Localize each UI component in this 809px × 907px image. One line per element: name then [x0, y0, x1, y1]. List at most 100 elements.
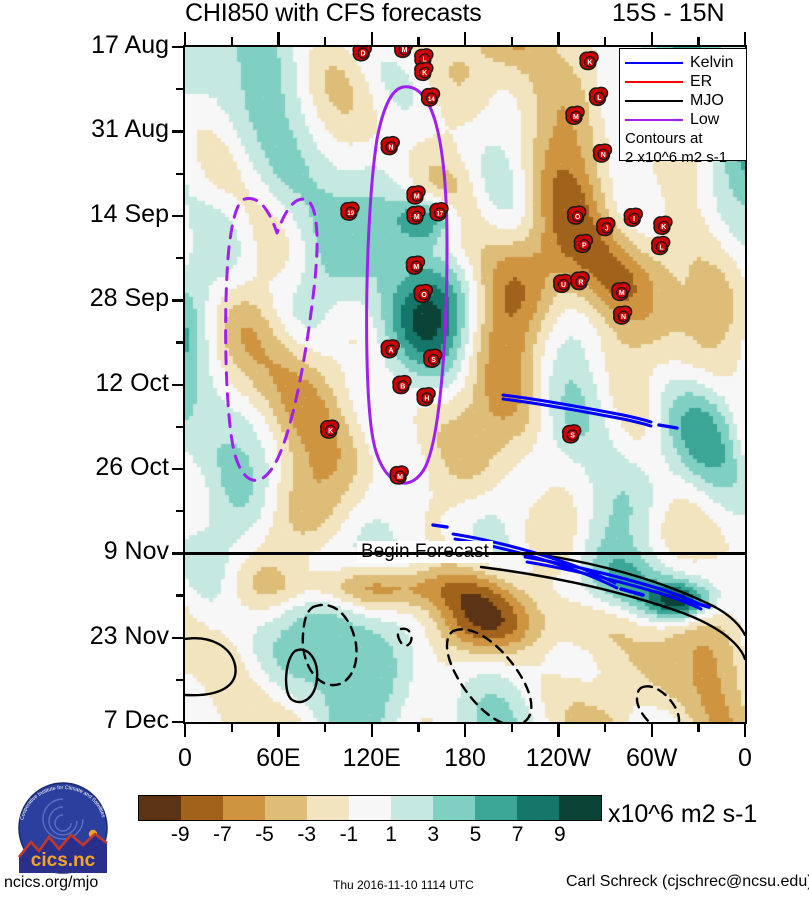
tc-label: H: [424, 396, 429, 403]
tc-label: L: [659, 244, 664, 251]
colorbar-bin-9: [517, 796, 559, 820]
y-axis-major-tick-2: [172, 214, 183, 218]
tropical-cyclone-marker: O: [566, 205, 587, 225]
colorbar-tick--7: -7: [213, 823, 232, 846]
tc-label: O: [575, 214, 581, 221]
legend-label-mjo: MJO: [690, 91, 724, 109]
logo-wordmark: cics.nc: [31, 850, 96, 871]
tropical-cyclone-marker: 17: [429, 202, 449, 222]
y-axis-label-0: 17 Aug: [91, 31, 169, 59]
tc-label: J: [605, 225, 609, 232]
y-axis-label-3: 28 Sep: [89, 284, 169, 313]
y-axis-label-4: 12 Oct: [95, 368, 169, 397]
tc-label: A: [389, 348, 394, 355]
y-axis-minor-tick-7: [176, 678, 183, 681]
y-axis-minor-tick-6: [176, 594, 183, 597]
tc-label: 17: [436, 212, 443, 218]
tc-label: N: [621, 314, 626, 321]
contour-note-line1: Contours at: [625, 130, 703, 147]
x-axis-label-1: 60E: [256, 744, 301, 772]
colorbar-bin-0: [139, 796, 181, 820]
tc-label: K: [661, 224, 666, 231]
mjo-contours: [185, 553, 745, 722]
tc-label: M: [573, 114, 579, 121]
tropical-cyclone-marker: S: [423, 348, 443, 368]
footer-author: Carl Schreck (cjschrec@ncsu.edu): [566, 873, 809, 890]
legend-item-mjo: MJO: [625, 91, 741, 110]
tc-label: M: [414, 194, 420, 201]
x-axis-label-2: 120E: [342, 744, 401, 772]
legend-label-er: ER: [690, 72, 713, 90]
colorbar-bin-5: [349, 796, 391, 820]
tc-label: S: [570, 433, 575, 440]
tc-label: M: [413, 264, 419, 271]
tropical-cyclone-marker: O: [413, 283, 433, 304]
y-axis-minor-tick-4: [176, 425, 183, 428]
x-axis-label-0: 0: [178, 744, 192, 772]
y-axis-major-tick-5: [172, 467, 183, 471]
y-axis-major-tick-7: [172, 636, 183, 640]
x-axis-minor-tick-top-0: [230, 37, 233, 45]
colorbar-tick-1: 1: [385, 823, 397, 846]
tropical-cyclone-marker: K: [579, 50, 599, 71]
colorbar-bin-7: [433, 796, 475, 820]
tropical-cyclone-marker: I: [623, 207, 643, 227]
tc-label: L: [597, 95, 602, 102]
legend-label-low: Low: [690, 110, 720, 128]
tropical-cyclone-marker: B: [392, 374, 412, 395]
tc-label: K: [422, 70, 427, 77]
x-axis-major-tick-top-3: [464, 32, 467, 45]
x-axis-minor-tick-top-5: [697, 37, 700, 45]
colorbar-bin-8: [475, 796, 517, 820]
y-axis-major-tick-4: [172, 383, 183, 386]
y-axis-major-tick-8: [172, 721, 183, 724]
x-axis-major-tick-bottom-2: [370, 724, 374, 737]
colorbar-bin-4: [307, 796, 349, 820]
tropical-cyclone-marker: M: [406, 205, 426, 225]
y-axis-label-2: 14 Sep: [89, 199, 169, 228]
colorbar-tick-5: 5: [469, 823, 482, 846]
colorbar-bin-3: [265, 796, 307, 820]
colorbar-bin-6: [391, 796, 433, 820]
tropical-cyclone-marker: M: [405, 255, 426, 275]
tc-label: L: [423, 57, 428, 64]
tc-label: P: [582, 242, 587, 249]
legend-item-kelvin: Kelvin: [625, 53, 741, 72]
er-line-swatch: [625, 80, 683, 83]
tc-label: N: [389, 144, 394, 151]
x-axis-major-tick-bottom-0: [184, 724, 187, 737]
tropical-cyclone-marker: M: [389, 465, 409, 485]
x-axis-minor-tick-bottom-4: [604, 724, 607, 732]
colorbar-tick--1: -1: [339, 823, 359, 846]
tc-label: D: [361, 51, 366, 58]
latitude-range-label: 15S - 15N: [612, 0, 725, 27]
x-axis-label-4: 120W: [525, 744, 591, 772]
tc-label: M: [414, 214, 420, 221]
x-axis-major-tick-bottom-5: [650, 724, 654, 737]
y-axis-minor-tick-1: [176, 172, 183, 175]
x-axis-label-3: 180: [444, 744, 486, 772]
colorbar-bin-10: [559, 796, 601, 820]
colorbar-tick-7: 7: [511, 823, 524, 846]
low-line-swatch: [625, 118, 683, 121]
legend-label-kelvin: Kelvin: [690, 53, 734, 71]
x-axis-minor-tick-top-3: [510, 37, 513, 45]
low-frequency-contours: [224, 85, 449, 485]
x-axis-major-tick-bottom-3: [464, 724, 467, 737]
footer-site-link[interactable]: ncics.org/mjo: [4, 874, 99, 891]
tropical-cyclone-marker: M: [565, 105, 585, 125]
page-title: CHI850 with CFS forecasts: [185, 0, 482, 27]
tropical-cyclone-marker: M: [393, 47, 414, 59]
tropical-cyclone-marker: P: [573, 233, 594, 254]
contour-note-line2: 2 x10^6 m2 s-1: [625, 148, 728, 166]
begin-forecast-line: [183, 551, 747, 555]
x-axis-major-tick-top-0: [184, 32, 187, 45]
y-axis-major-tick-6: [172, 552, 183, 555]
x-axis-minor-tick-top-1: [324, 37, 327, 45]
x-axis-major-tick-top-4: [557, 32, 560, 45]
tropical-cyclone-marker: U: [552, 273, 573, 294]
colorbar-tick-9: 9: [553, 823, 566, 846]
colorbar-units-label: x10^6 m2 s-1: [608, 800, 758, 828]
